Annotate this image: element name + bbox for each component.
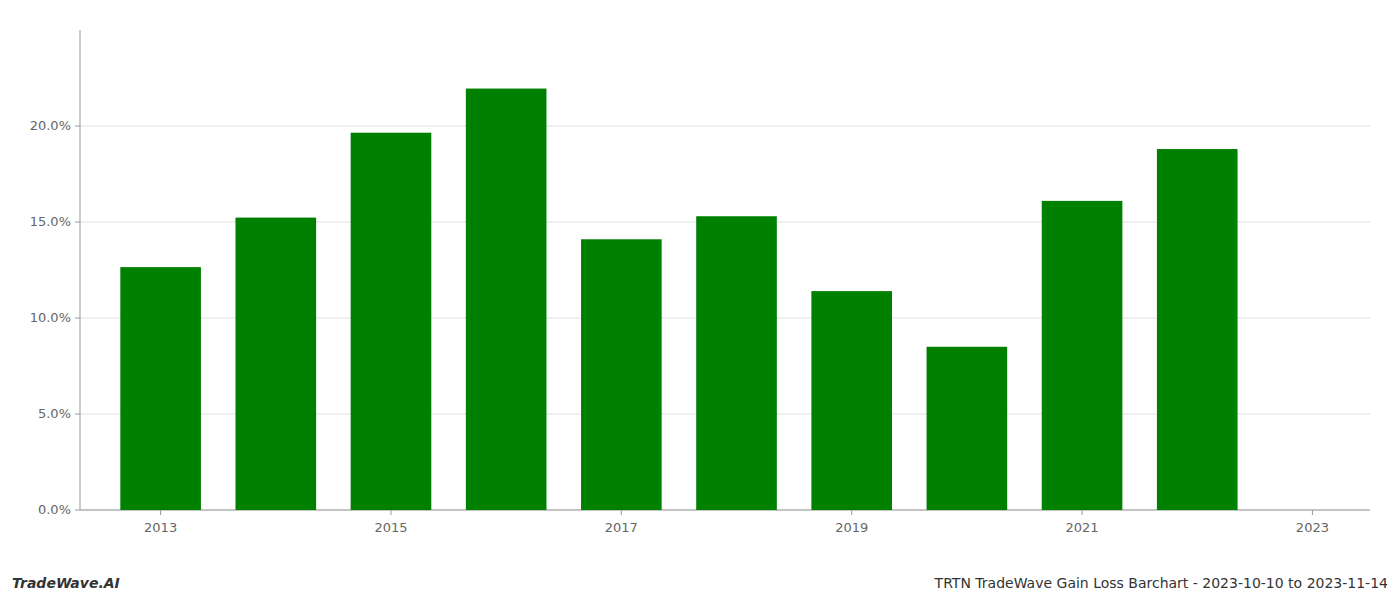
y-tick (75, 126, 80, 127)
x-tick-label: 2019 (835, 520, 868, 535)
y-tick (75, 510, 80, 511)
x-tick-label: 2023 (1296, 520, 1329, 535)
bar (696, 216, 777, 510)
y-tick (75, 222, 80, 223)
bars (120, 89, 1237, 510)
bar (120, 267, 201, 510)
bar (1042, 201, 1123, 510)
x-tick (390, 510, 391, 515)
x-tick (851, 510, 852, 515)
bar (235, 218, 316, 510)
bar (581, 239, 662, 510)
y-tick-label: 5.0% (38, 406, 71, 421)
bar (1157, 149, 1238, 510)
bar (811, 291, 892, 510)
y-tick-label: 15.0% (30, 214, 71, 229)
axes: 0.0% 5.0% 10.0% 15.0% 20.0% 2013 2015 2017 2019 2… (30, 30, 1370, 535)
x-tick-label: 2017 (605, 520, 638, 535)
grid (80, 126, 1370, 510)
y-tick-label: 0.0% (38, 502, 71, 517)
y-tick (75, 414, 80, 415)
grid-line (80, 126, 1370, 127)
chart: 0.0% 5.0% 10.0% 15.0% 20.0% 2013 2015 2017 2019 2… (0, 0, 1400, 600)
y-axis-line (80, 30, 81, 510)
bar (927, 347, 1008, 510)
x-tick-label: 2021 (1066, 520, 1099, 535)
x-tick (160, 510, 161, 515)
x-tick-label: 2013 (144, 520, 177, 535)
background (0, 0, 1400, 600)
bar (466, 89, 547, 510)
footer-right: TRTN TradeWave Gain Loss Barchart - 2023… (934, 575, 1388, 591)
bar (351, 133, 432, 510)
x-tick (621, 510, 622, 515)
y-tick (75, 318, 80, 319)
x-tick-label: 2015 (374, 520, 407, 535)
x-tick (1082, 510, 1083, 515)
y-tick-label: 20.0% (30, 118, 71, 133)
footer: TradeWave.AI TRTN TradeWave Gain Loss Bar… (12, 575, 1388, 591)
footer-left: TradeWave.AI (12, 575, 120, 591)
y-tick-label: 10.0% (30, 310, 71, 325)
x-tick (1312, 510, 1313, 515)
